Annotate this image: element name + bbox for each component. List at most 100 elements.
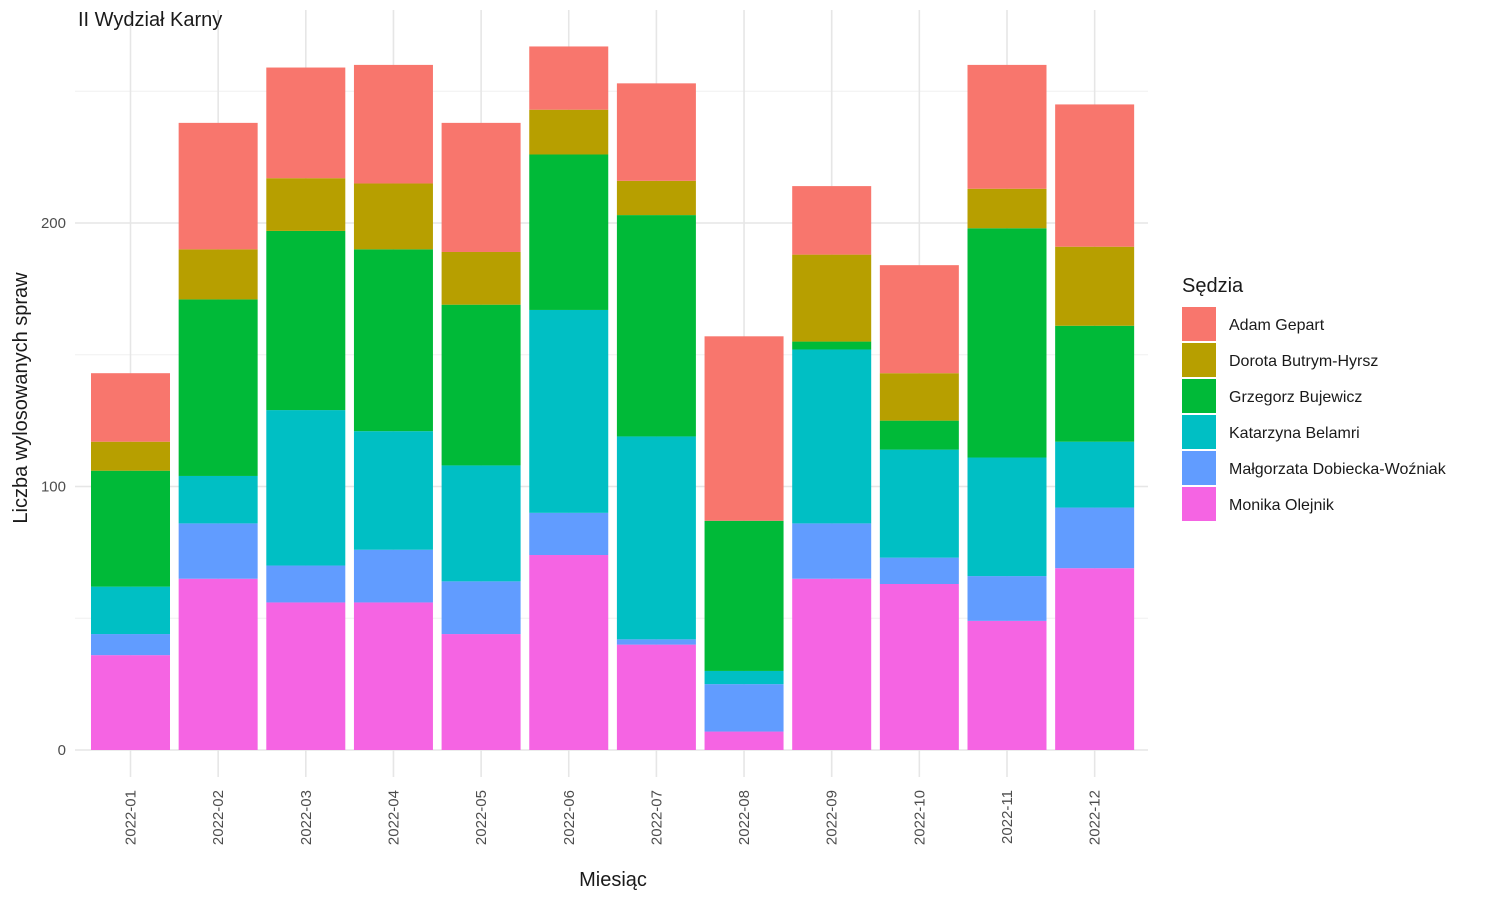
- bar-segment: [441, 304, 521, 466]
- legend-title: Sędzia: [1182, 275, 1244, 297]
- bar-segment: [967, 457, 1047, 577]
- x-tick-label: 2022-02: [210, 790, 227, 845]
- legend: Sędzia Adam Gepart Dorota Butrym-Hyrsz Grz…: [1182, 275, 1447, 521]
- bar-segment: [353, 602, 433, 750]
- x-tick-label: 2022-03: [298, 790, 315, 845]
- x-tick-label: 2022-07: [648, 790, 665, 845]
- bar-segment: [441, 581, 521, 635]
- bar-segment: [967, 188, 1047, 229]
- bar-segment: [266, 410, 346, 566]
- bar-segment: [91, 441, 170, 471]
- bar-segment: [1055, 325, 1135, 442]
- legend-key: [1182, 487, 1216, 521]
- bar-segment: [704, 670, 784, 685]
- legend-label: Dorota Butrym-Hyrsz: [1229, 353, 1378, 370]
- bar-segment: [967, 228, 1047, 458]
- bar-segment: [792, 341, 872, 350]
- x-axis-title: Miesiąc: [579, 869, 647, 891]
- bar-segment: [91, 373, 170, 442]
- chart-title: II Wydział Karny: [78, 9, 222, 31]
- bar-segment: [704, 336, 784, 521]
- legend-key: [1182, 307, 1216, 341]
- bar-segment: [704, 731, 784, 750]
- bar-segment: [91, 586, 170, 635]
- bar-segment: [967, 64, 1047, 189]
- bar-segment: [879, 557, 959, 584]
- bar-segment: [616, 215, 696, 437]
- y-axis-title: Liczba wylosowanych spraw: [10, 272, 32, 524]
- bar-segment: [441, 122, 521, 252]
- bar-segment: [967, 620, 1047, 750]
- bar-segment: [616, 180, 696, 216]
- bar-segment: [266, 178, 346, 231]
- legend-key: [1182, 379, 1216, 413]
- bar-segment: [91, 634, 170, 656]
- y-tick-label: 100: [41, 479, 66, 496]
- bar-segment: [178, 475, 258, 524]
- x-tick-label: 2022-10: [911, 790, 928, 845]
- legend-label: Małgorzata Dobiecka-Woźniak: [1229, 461, 1447, 478]
- legend-key: [1182, 343, 1216, 377]
- bar-segment: [616, 644, 696, 750]
- bar-segment: [266, 67, 346, 179]
- bar-segment: [792, 578, 872, 750]
- bar-segment: [353, 64, 433, 184]
- bar-segment: [91, 470, 170, 587]
- legend-key: [1182, 451, 1216, 485]
- x-tick-label: 2022-06: [561, 790, 578, 845]
- axis-ticks: 0 100 200 2022-01 2022-02 2022-03 2022-04 2022-…: [41, 215, 1104, 845]
- x-tick-label: 2022-12: [1087, 790, 1104, 845]
- bar-segment: [704, 684, 784, 732]
- bar-segment: [353, 431, 433, 550]
- y-tick-label: 200: [41, 215, 66, 232]
- bar-segment: [967, 576, 1047, 621]
- bar-segment: [529, 512, 609, 556]
- legend-label: Adam Gepart: [1229, 317, 1325, 334]
- bar-segment: [616, 639, 696, 645]
- bar-segment: [1055, 441, 1135, 508]
- bar-segment: [616, 436, 696, 640]
- bars: [91, 46, 1135, 750]
- bar-segment: [1055, 568, 1135, 750]
- bar-segment: [441, 465, 521, 582]
- bar-segment: [792, 523, 872, 579]
- x-tick-label: 2022-11: [999, 790, 1016, 844]
- bar-segment: [1055, 246, 1135, 326]
- bar-segment: [879, 420, 959, 450]
- legend-label: Katarzyna Belamri: [1229, 425, 1360, 442]
- bar-segment: [266, 602, 346, 750]
- bar-segment: [879, 583, 959, 750]
- y-tick-label: 0: [58, 742, 66, 759]
- bar-segment: [91, 655, 170, 750]
- bar-segment: [266, 565, 346, 603]
- bar-segment: [266, 230, 346, 411]
- bar-segment: [792, 349, 872, 524]
- x-tick-label: 2022-08: [736, 790, 753, 845]
- legend-key: [1182, 415, 1216, 449]
- bar-segment: [178, 299, 258, 476]
- bar-segment: [879, 449, 959, 558]
- bar-segment: [529, 46, 609, 110]
- bar-segment: [1055, 104, 1135, 247]
- bar-segment: [879, 265, 959, 374]
- legend-label: Grzegorz Bujewicz: [1229, 389, 1362, 406]
- bar-segment: [178, 249, 258, 300]
- bar-segment: [792, 254, 872, 342]
- bar-segment: [353, 249, 433, 432]
- bar-segment: [178, 122, 258, 250]
- legend-label: Monika Olejnik: [1229, 497, 1335, 514]
- bar-segment: [178, 523, 258, 579]
- bar-segment: [704, 520, 784, 671]
- bar-segment: [529, 154, 609, 310]
- bar-segment: [441, 634, 521, 750]
- bar-segment: [353, 549, 433, 603]
- bar-segment: [616, 83, 696, 181]
- bar-segment: [441, 251, 521, 305]
- bar-segment: [178, 578, 258, 750]
- bar-segment: [879, 373, 959, 421]
- bar-segment: [1055, 507, 1135, 569]
- bar-segment: [529, 109, 609, 155]
- x-tick-label: 2022-04: [385, 790, 402, 845]
- x-tick-label: 2022-09: [824, 790, 841, 845]
